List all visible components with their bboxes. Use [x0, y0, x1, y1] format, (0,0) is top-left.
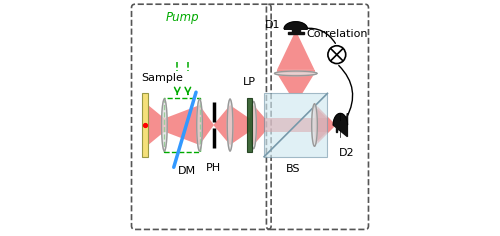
Polygon shape	[288, 32, 304, 34]
Polygon shape	[162, 99, 167, 151]
Bar	[248, 98, 252, 152]
Polygon shape	[314, 106, 318, 144]
Polygon shape	[264, 118, 328, 132]
Polygon shape	[338, 121, 340, 129]
Polygon shape	[318, 106, 336, 144]
Text: Pump: Pump	[166, 11, 200, 24]
Polygon shape	[312, 104, 318, 146]
Text: DM: DM	[178, 166, 197, 176]
Polygon shape	[274, 71, 317, 76]
Text: PH: PH	[206, 163, 221, 173]
Polygon shape	[277, 31, 314, 70]
Polygon shape	[284, 22, 308, 29]
Bar	[264, 93, 328, 157]
Polygon shape	[314, 106, 328, 144]
Polygon shape	[250, 105, 254, 145]
Text: LP: LP	[243, 77, 256, 87]
Text: BS: BS	[286, 164, 300, 174]
Polygon shape	[292, 29, 300, 32]
Polygon shape	[148, 105, 164, 145]
Polygon shape	[254, 105, 265, 145]
Polygon shape	[333, 114, 347, 137]
Polygon shape	[336, 118, 338, 132]
Text: D1: D1	[265, 20, 280, 30]
Circle shape	[328, 46, 345, 63]
Polygon shape	[277, 70, 314, 73]
Polygon shape	[227, 99, 233, 151]
Polygon shape	[230, 105, 250, 145]
Polygon shape	[214, 105, 230, 145]
Text: D2: D2	[338, 148, 354, 159]
Polygon shape	[200, 105, 213, 145]
Polygon shape	[250, 101, 256, 148]
Text: Correlation: Correlation	[306, 30, 368, 39]
Polygon shape	[164, 105, 200, 145]
Text: Sample: Sample	[142, 73, 184, 83]
Polygon shape	[196, 99, 202, 151]
Polygon shape	[264, 118, 265, 132]
Polygon shape	[277, 73, 314, 93]
Bar	[142, 93, 148, 157]
